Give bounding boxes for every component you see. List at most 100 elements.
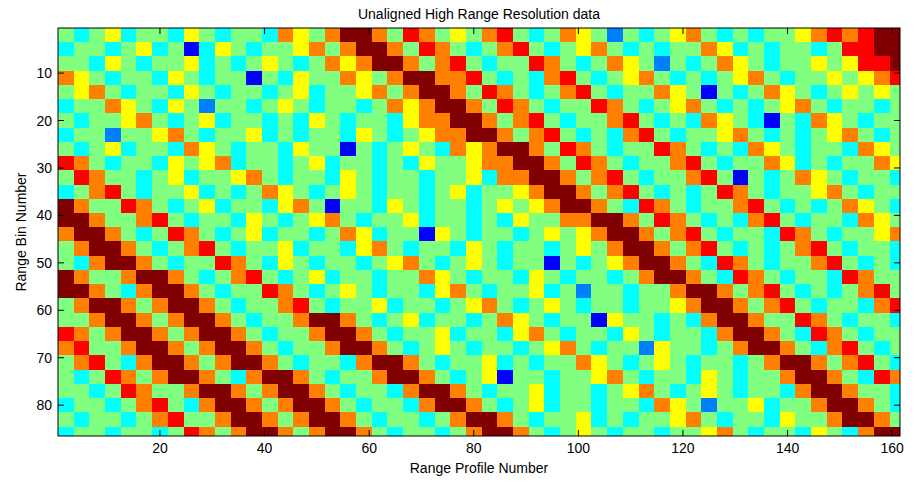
cell [372,71,388,86]
cell [764,170,780,185]
cell [89,284,105,299]
cell [874,42,890,57]
cell [105,284,121,299]
cell [795,384,811,399]
cell [780,42,796,57]
cell [199,56,215,71]
cell [231,99,247,114]
cell [121,241,137,256]
cell [262,355,278,370]
cell [419,241,435,256]
cell [623,71,639,86]
cell [58,256,74,271]
cell [325,384,341,399]
cell [136,355,152,370]
cell [340,71,356,86]
cell [717,427,733,436]
cell [184,355,200,370]
cell [576,355,592,370]
cell [199,71,215,86]
cell [591,270,607,285]
cell [419,355,435,370]
cell [356,185,372,200]
cell [482,128,498,143]
cell [576,185,592,200]
cell [607,56,623,71]
cell [403,341,419,356]
cell [466,85,482,100]
cell [168,298,184,313]
cell [874,71,890,86]
cell [309,384,325,399]
cell [356,128,372,143]
cell [262,142,278,157]
cell [544,412,560,427]
cell [639,213,655,228]
cell [827,227,843,242]
cell [811,241,827,256]
cell [231,71,247,86]
cell [811,298,827,313]
cell [199,227,215,242]
cell [639,298,655,313]
cell [121,298,137,313]
cell [623,341,639,356]
cell [811,227,827,242]
cell [780,256,796,271]
cell [419,128,435,143]
cell [278,170,294,185]
cell [450,71,466,86]
cell [387,85,403,100]
cell [764,199,780,214]
cell [654,56,670,71]
cell [262,241,278,256]
cell [686,355,702,370]
cell [811,427,827,436]
cell [356,384,372,399]
cell [168,412,184,427]
cell [58,128,74,143]
cell [827,113,843,128]
cell [293,42,309,57]
cell [748,142,764,157]
cell [293,142,309,157]
cell [890,241,900,256]
x-tick-label: 80 [466,440,482,456]
cell [858,427,874,436]
cell [246,384,262,399]
cell [858,128,874,143]
cell [890,71,900,86]
cell [842,85,858,100]
y-tick-label: 60 [36,302,52,318]
cell [717,284,733,299]
cell [89,199,105,214]
cell [529,170,545,185]
cell [262,99,278,114]
cell [591,298,607,313]
cell [372,355,388,370]
cell [701,298,717,313]
cell [748,227,764,242]
cell [74,227,90,242]
x-tick [578,430,579,436]
cell [121,199,137,214]
cell [403,427,419,436]
cell [325,99,341,114]
cell [184,85,200,100]
cell [466,213,482,228]
cell [795,241,811,256]
cell [890,256,900,271]
cell [497,298,513,313]
cell [874,313,890,328]
cell [356,327,372,342]
cell [686,156,702,171]
cell [419,42,435,57]
cell [184,427,200,436]
cell [623,241,639,256]
cell [278,313,294,328]
cell [387,284,403,299]
cell [450,128,466,143]
cell [419,313,435,328]
cell [403,42,419,57]
cell [419,156,435,171]
